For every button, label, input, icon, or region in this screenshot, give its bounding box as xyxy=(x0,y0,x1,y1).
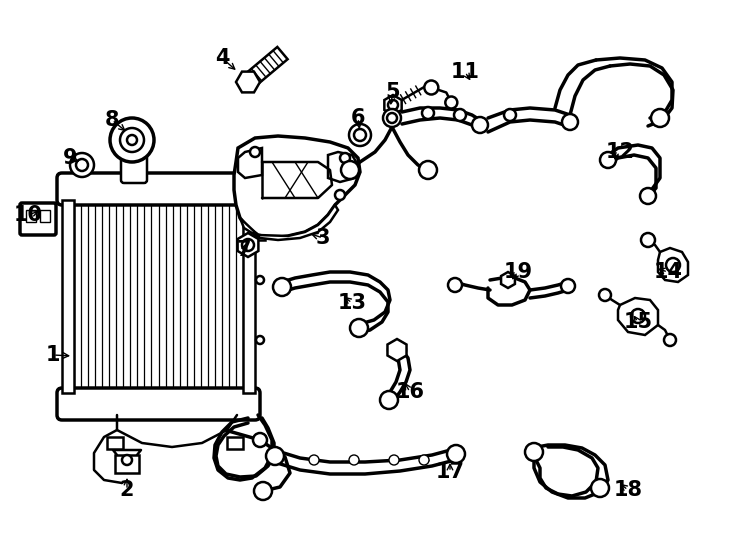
Circle shape xyxy=(599,289,611,301)
Circle shape xyxy=(389,455,399,465)
Polygon shape xyxy=(658,248,688,282)
Circle shape xyxy=(591,479,609,497)
Text: 5: 5 xyxy=(385,82,400,102)
Circle shape xyxy=(349,455,359,465)
Text: 7: 7 xyxy=(237,240,251,260)
Circle shape xyxy=(422,107,434,119)
Circle shape xyxy=(76,159,88,171)
Bar xyxy=(62,200,74,393)
FancyBboxPatch shape xyxy=(121,153,147,183)
Circle shape xyxy=(349,124,371,146)
Text: 16: 16 xyxy=(396,382,424,402)
Circle shape xyxy=(631,309,645,323)
Text: 12: 12 xyxy=(606,142,634,162)
Circle shape xyxy=(419,455,429,465)
FancyBboxPatch shape xyxy=(57,173,260,205)
Circle shape xyxy=(561,279,575,293)
Circle shape xyxy=(419,161,437,179)
Circle shape xyxy=(388,100,398,110)
Text: 14: 14 xyxy=(653,262,683,282)
Circle shape xyxy=(383,109,401,127)
Circle shape xyxy=(250,147,260,157)
Bar xyxy=(26,210,36,222)
Circle shape xyxy=(253,433,267,447)
Text: 17: 17 xyxy=(435,462,465,482)
Text: 18: 18 xyxy=(614,480,642,500)
Text: 19: 19 xyxy=(504,262,533,282)
Circle shape xyxy=(254,482,272,500)
Circle shape xyxy=(504,109,516,121)
Circle shape xyxy=(127,135,137,145)
Circle shape xyxy=(454,109,466,121)
Circle shape xyxy=(70,153,94,177)
Circle shape xyxy=(664,334,676,346)
Circle shape xyxy=(266,447,284,465)
Bar xyxy=(40,210,50,222)
Text: 3: 3 xyxy=(316,228,330,248)
Text: 6: 6 xyxy=(351,108,366,128)
Circle shape xyxy=(446,97,457,109)
Bar xyxy=(227,437,243,449)
Circle shape xyxy=(448,278,462,292)
Text: 1: 1 xyxy=(46,345,60,365)
Circle shape xyxy=(666,258,680,272)
Circle shape xyxy=(341,161,359,179)
Circle shape xyxy=(350,319,368,337)
Circle shape xyxy=(122,455,132,465)
Polygon shape xyxy=(618,298,658,335)
Polygon shape xyxy=(328,152,358,182)
FancyBboxPatch shape xyxy=(57,388,260,420)
Text: 10: 10 xyxy=(13,205,43,225)
Polygon shape xyxy=(238,148,262,178)
Bar xyxy=(115,455,139,473)
Bar xyxy=(243,200,255,393)
Text: 2: 2 xyxy=(120,480,134,500)
Text: 8: 8 xyxy=(105,110,119,130)
Circle shape xyxy=(562,114,578,130)
Circle shape xyxy=(641,233,655,247)
Circle shape xyxy=(472,117,488,133)
Circle shape xyxy=(309,455,319,465)
Circle shape xyxy=(424,80,438,94)
Text: 4: 4 xyxy=(215,48,229,68)
Circle shape xyxy=(110,118,154,162)
Text: 13: 13 xyxy=(338,293,366,313)
Bar xyxy=(107,437,123,449)
Circle shape xyxy=(447,445,465,463)
Circle shape xyxy=(335,190,345,200)
Text: 11: 11 xyxy=(451,62,479,82)
Circle shape xyxy=(387,113,397,123)
Circle shape xyxy=(640,188,656,204)
Circle shape xyxy=(388,341,406,359)
Text: 9: 9 xyxy=(62,148,77,168)
Circle shape xyxy=(340,153,350,163)
Circle shape xyxy=(354,129,366,141)
FancyBboxPatch shape xyxy=(20,203,56,235)
Circle shape xyxy=(380,391,398,409)
Circle shape xyxy=(256,276,264,284)
Polygon shape xyxy=(243,47,288,88)
Circle shape xyxy=(651,109,669,127)
Text: 15: 15 xyxy=(623,312,653,332)
Circle shape xyxy=(120,128,144,152)
Polygon shape xyxy=(240,205,338,240)
Circle shape xyxy=(242,239,254,251)
Polygon shape xyxy=(234,136,360,238)
Circle shape xyxy=(600,152,616,168)
Circle shape xyxy=(256,336,264,344)
Bar xyxy=(255,220,265,240)
Circle shape xyxy=(525,443,543,461)
Circle shape xyxy=(273,278,291,296)
